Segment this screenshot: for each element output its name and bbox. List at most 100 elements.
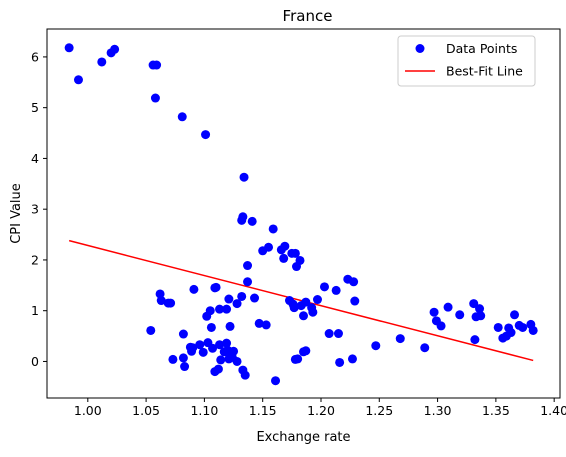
data-point — [225, 321, 235, 331]
data-point — [216, 355, 226, 365]
data-point — [271, 376, 281, 386]
x-tick-label: 1.25 — [365, 403, 393, 418]
data-point — [177, 112, 187, 122]
legend: Data Points Best-Fit Line — [397, 35, 536, 87]
data-point — [510, 310, 520, 320]
x-tick-label: 1.35 — [482, 403, 510, 418]
data-point — [168, 354, 178, 364]
plot-area — [47, 29, 566, 398]
data-point — [268, 224, 278, 234]
data-point — [301, 297, 311, 307]
data-point — [201, 130, 211, 140]
data-point — [150, 93, 160, 103]
data-point — [178, 353, 188, 363]
data-point — [475, 304, 485, 314]
data-point — [178, 329, 188, 339]
data-point — [243, 277, 253, 287]
data-point — [232, 356, 242, 366]
data-point — [443, 302, 453, 312]
data-point — [254, 318, 264, 328]
data-points-layer — [64, 43, 538, 386]
data-point — [243, 261, 253, 271]
data-point — [319, 282, 329, 292]
legend-label-data-points: Data Points — [446, 41, 517, 56]
y-axis-ticks: 0 1 2 3 4 5 6 — [31, 49, 47, 369]
data-point — [240, 370, 250, 380]
y-tick-label: 2 — [31, 252, 39, 267]
data-point — [308, 307, 318, 317]
data-point — [261, 320, 271, 330]
data-point — [237, 291, 247, 301]
data-point — [146, 325, 156, 335]
data-point — [349, 277, 359, 287]
data-point — [280, 241, 290, 251]
data-point — [213, 364, 223, 374]
data-point — [156, 296, 166, 306]
data-point — [331, 285, 341, 295]
data-point — [152, 60, 162, 70]
data-point — [258, 246, 268, 256]
data-point — [163, 298, 173, 308]
data-point — [97, 57, 107, 67]
legend-label-best-fit-line: Best-Fit Line — [446, 64, 523, 79]
data-point — [247, 216, 257, 226]
y-tick-label: 5 — [31, 100, 39, 115]
data-point — [293, 354, 303, 364]
data-point — [195, 340, 205, 350]
data-point — [493, 322, 503, 332]
data-point — [239, 172, 249, 182]
x-tick-label: 1.40 — [540, 403, 566, 418]
data-point — [180, 362, 190, 372]
data-point — [222, 304, 232, 314]
data-point — [420, 343, 430, 353]
data-point — [299, 311, 308, 321]
data-point — [279, 253, 289, 263]
data-point — [436, 321, 446, 331]
data-point — [110, 44, 120, 54]
best-fit-line — [68, 239, 534, 362]
legend-box — [397, 35, 536, 87]
x-axis-label: Exchange rate — [256, 430, 350, 445]
data-point — [469, 299, 479, 309]
data-point — [518, 322, 528, 332]
data-point — [371, 341, 381, 351]
data-point — [395, 334, 405, 344]
data-point — [222, 338, 232, 348]
data-point — [528, 325, 538, 335]
chart-title: France — [283, 7, 333, 25]
x-tick-label: 1.10 — [190, 403, 218, 418]
y-tick-label: 1 — [31, 303, 39, 318]
plot-frame — [46, 28, 561, 399]
data-point — [455, 310, 465, 320]
data-point — [470, 335, 480, 345]
data-point — [198, 347, 208, 357]
legend-marker-data-points — [415, 44, 425, 53]
data-point — [429, 307, 439, 317]
y-tick-label: 3 — [31, 202, 39, 217]
data-point — [350, 296, 360, 306]
data-point — [290, 248, 300, 258]
data-point — [324, 329, 334, 339]
data-point — [238, 212, 248, 222]
data-point — [206, 322, 216, 332]
data-point — [232, 299, 242, 309]
data-point — [211, 282, 221, 292]
data-point — [347, 354, 357, 364]
data-point — [215, 304, 225, 314]
data-point — [250, 293, 260, 303]
x-tick-label: 1.00 — [74, 403, 102, 418]
data-point — [289, 303, 299, 313]
x-tick-label: 1.20 — [307, 403, 335, 418]
plot-area-background — [47, 29, 566, 398]
y-axis-label: CPI Value — [9, 183, 24, 244]
data-point — [224, 294, 234, 304]
data-point — [335, 357, 345, 367]
y-tick-label: 4 — [31, 151, 39, 166]
x-tick-label: 1.15 — [249, 403, 277, 418]
data-point — [301, 346, 311, 356]
x-axis-ticks: 1.00 1.05 1.10 1.15 1.20 1.25 1.30 1.35 1.40 — [74, 398, 566, 418]
y-tick-label: 0 — [31, 354, 39, 369]
data-point — [187, 346, 197, 356]
data-point — [215, 340, 225, 350]
